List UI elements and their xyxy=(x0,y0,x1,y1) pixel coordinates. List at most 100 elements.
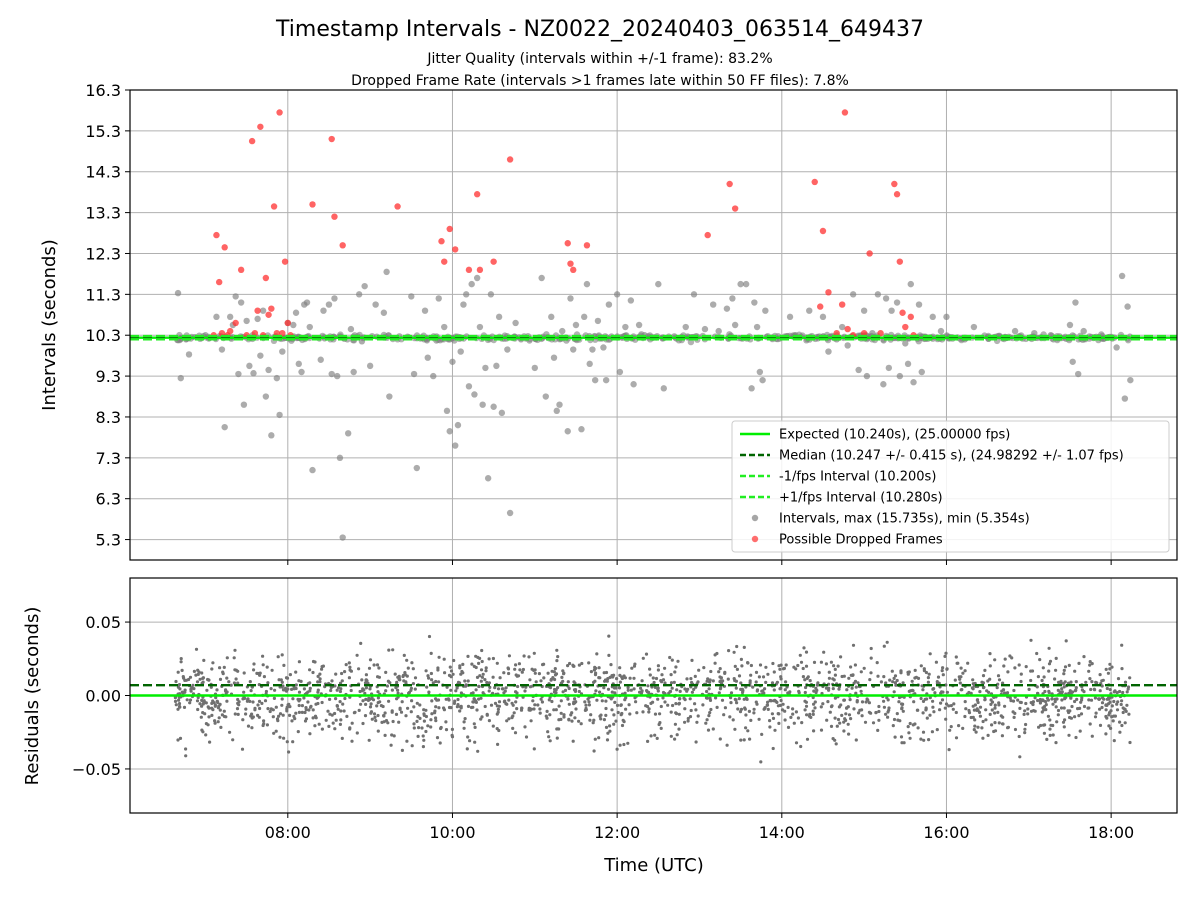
residual-point xyxy=(719,676,724,680)
residual-point xyxy=(593,679,597,683)
residual-point xyxy=(1084,680,1088,684)
residual-point xyxy=(1076,707,1080,711)
dropped-frame-point xyxy=(567,260,574,267)
residual-point xyxy=(303,710,307,715)
residual-point xyxy=(514,663,518,667)
residual-point xyxy=(503,699,507,703)
residual-point xyxy=(675,688,679,692)
residual-point xyxy=(553,677,557,682)
residual-point xyxy=(218,666,222,670)
residual-point xyxy=(334,672,338,676)
residual-point xyxy=(373,715,377,720)
residual-point xyxy=(836,664,840,668)
residual-point xyxy=(495,661,499,665)
residual-point xyxy=(869,656,873,660)
residual-point xyxy=(971,687,975,691)
residual-point xyxy=(559,711,563,715)
residual-point xyxy=(592,718,596,722)
residual-point xyxy=(1026,712,1030,716)
interval-point xyxy=(250,370,257,377)
residual-point xyxy=(395,680,399,685)
residual-point xyxy=(958,677,962,681)
residual-point xyxy=(696,714,700,718)
residual-point xyxy=(1047,646,1051,650)
residual-point xyxy=(801,675,806,679)
residual-point xyxy=(611,675,615,679)
residual-point xyxy=(318,677,322,681)
x-tick-label: 16:00 xyxy=(923,823,969,842)
residual-point xyxy=(1054,741,1058,745)
residual-point xyxy=(347,676,351,680)
dropped-frame-point xyxy=(452,246,459,253)
top-plot-reference-lines xyxy=(130,334,1177,341)
residual-point xyxy=(527,708,531,712)
residual-point xyxy=(989,702,993,707)
residual-point xyxy=(951,707,955,711)
residual-point xyxy=(1090,734,1094,738)
residual-point xyxy=(495,704,499,708)
residual-point xyxy=(454,689,458,693)
residual-point xyxy=(944,651,948,655)
residual-point xyxy=(450,735,455,739)
residual-point xyxy=(1105,686,1109,691)
residual-point xyxy=(480,675,484,679)
residual-point xyxy=(876,728,880,733)
residual-point xyxy=(1044,708,1048,712)
residual-point xyxy=(779,686,783,690)
residual-point xyxy=(598,690,602,694)
residual-point xyxy=(532,707,536,711)
residual-point xyxy=(882,705,887,709)
residual-point xyxy=(1001,715,1005,719)
residual-point xyxy=(842,698,847,702)
residual-point xyxy=(410,661,414,665)
residual-point xyxy=(976,725,980,729)
residual-point xyxy=(539,697,543,701)
residual-point xyxy=(1120,643,1124,647)
residual-point xyxy=(461,662,465,667)
residual-point xyxy=(291,697,295,701)
residual-point xyxy=(387,699,391,703)
residual-point xyxy=(434,719,438,723)
residual-point xyxy=(272,696,276,701)
residual-point xyxy=(264,689,268,694)
residual-point xyxy=(649,734,653,738)
residual-point xyxy=(1055,720,1059,724)
residual-point xyxy=(632,687,636,691)
residual-point xyxy=(623,691,627,695)
residual-point xyxy=(959,666,963,670)
residual-point xyxy=(256,671,260,676)
residual-point xyxy=(981,674,986,678)
residual-point xyxy=(434,705,438,709)
residual-point xyxy=(673,722,678,726)
residual-point xyxy=(184,754,188,758)
residual-point xyxy=(805,676,809,681)
residual-point xyxy=(957,675,961,679)
residual-point xyxy=(829,724,834,729)
residual-point xyxy=(397,676,401,680)
residual-point xyxy=(262,719,266,723)
top-y-tick-label: 13.3 xyxy=(85,204,121,223)
residual-point xyxy=(649,701,653,706)
residual-point xyxy=(819,728,824,732)
residual-point xyxy=(628,676,632,680)
residual-point xyxy=(1079,712,1084,716)
residual-point xyxy=(973,718,977,722)
residual-point xyxy=(282,663,286,668)
residual-point xyxy=(201,730,205,734)
residual-point xyxy=(311,670,315,675)
residual-point xyxy=(439,726,443,731)
residual-point xyxy=(938,708,942,712)
residual-point xyxy=(653,733,657,737)
residual-point xyxy=(251,700,255,704)
residual-point xyxy=(729,691,734,695)
residual-point xyxy=(398,706,402,710)
residual-point xyxy=(755,689,759,693)
residual-point xyxy=(705,689,709,694)
residual-point xyxy=(566,664,570,668)
residual-point xyxy=(919,737,923,741)
residual-point xyxy=(196,672,200,677)
residual-point xyxy=(735,667,740,672)
residual-point xyxy=(504,686,508,690)
residual-point xyxy=(1026,707,1030,711)
residual-point xyxy=(1036,698,1040,703)
